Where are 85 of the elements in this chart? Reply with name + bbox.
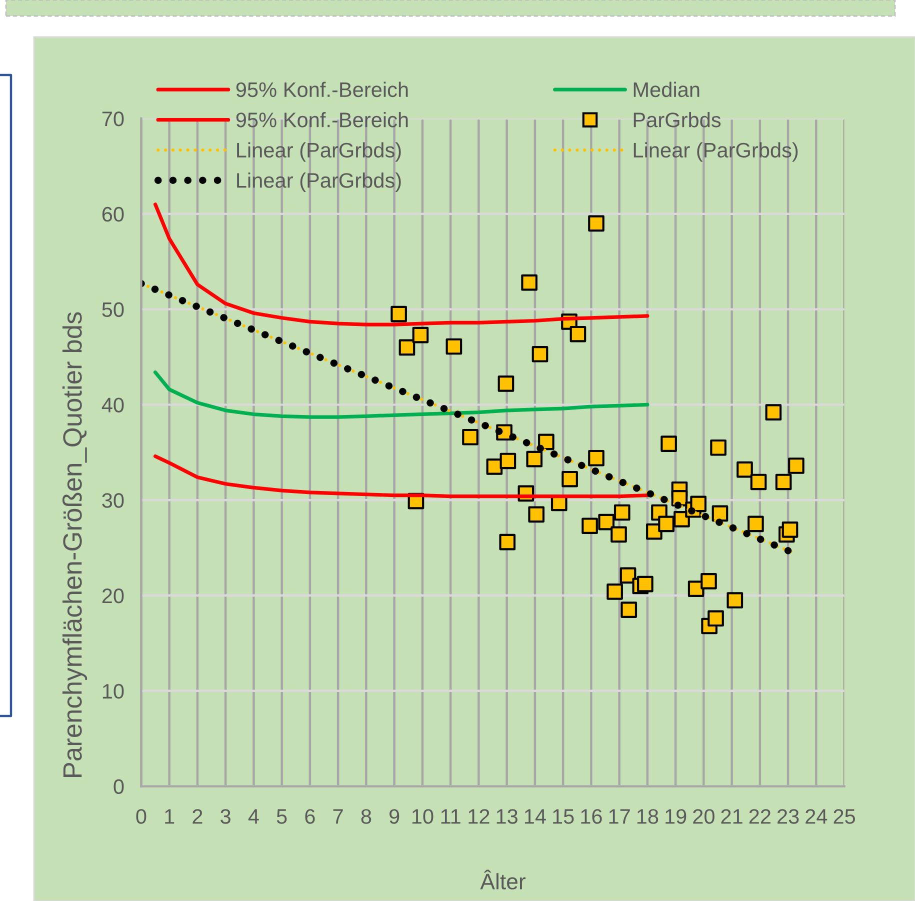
x-tick-label: 3	[220, 809, 230, 824]
y-tick-label: 20	[102, 588, 124, 604]
line-series	[153, 370, 650, 419]
x-tick-label: 18	[637, 809, 658, 824]
point	[446, 338, 462, 355]
x-tick-label: 2	[192, 809, 202, 824]
point	[498, 376, 514, 392]
x-tick-label: 0	[136, 809, 146, 824]
point	[614, 504, 630, 521]
x-tick-label: 7	[333, 809, 343, 824]
x-tick-label: 12	[468, 809, 490, 824]
x-axis-title: Âlter	[480, 870, 526, 890]
y-tick-label: 50	[102, 302, 124, 318]
point	[499, 534, 516, 550]
legend-label: ParGrbds	[634, 112, 721, 128]
x-tick-label: 25	[834, 809, 856, 824]
x-tick-label: 20	[693, 809, 714, 824]
point	[412, 326, 429, 344]
point	[658, 516, 674, 532]
point	[610, 526, 627, 543]
point	[486, 458, 503, 475]
legend-label: Linear (ParGrbds)	[237, 142, 401, 162]
point	[390, 306, 407, 322]
point	[582, 518, 598, 534]
point	[528, 506, 545, 523]
y-tick-label: 40	[102, 398, 124, 412]
x-tick-label: 1	[165, 809, 174, 824]
legend-label: Median	[634, 82, 700, 98]
x-tick-label: 4	[248, 809, 259, 824]
point	[708, 610, 724, 627]
point	[588, 215, 604, 232]
point	[700, 573, 717, 590]
x-tick-label: 6	[305, 809, 315, 824]
point	[748, 516, 764, 532]
x-tick-label: 14	[524, 809, 546, 824]
point	[710, 439, 726, 456]
x-tick-label: 21	[721, 809, 742, 824]
y-tick-label: 10	[102, 684, 124, 699]
point	[588, 450, 604, 466]
y-tick-label: 0	[114, 779, 124, 794]
legend-label: 95% Konf.-Bereich	[236, 82, 408, 98]
legend-label: Linear (ParGrbds)	[634, 142, 798, 162]
x-tick-label: 15	[553, 809, 574, 824]
point	[620, 602, 638, 618]
x-tick-label: 17	[609, 809, 630, 824]
legend-label: 95% Konf.-Bereich	[236, 112, 408, 128]
x-tick-label: 9	[390, 809, 400, 824]
point	[750, 474, 767, 490]
point	[690, 496, 706, 512]
x-tick-label: 10	[412, 809, 434, 824]
point	[598, 514, 615, 530]
point	[500, 452, 516, 470]
x-tick-label: 22	[749, 809, 770, 824]
x-tick-label: 13	[496, 809, 518, 824]
x-tick-label: 19	[666, 809, 686, 824]
point	[782, 522, 798, 538]
point	[462, 428, 478, 446]
x-tick-label: 24	[806, 809, 828, 824]
y-tick-label: 30	[102, 493, 124, 508]
point	[765, 404, 782, 420]
x-tick-label: 16	[581, 809, 602, 824]
point	[637, 576, 654, 592]
x-tick-label: 11	[441, 809, 460, 824]
point	[620, 567, 636, 584]
y-tick-label: 60	[102, 206, 124, 222]
point	[538, 434, 554, 450]
x-tick-label: 5	[276, 809, 287, 824]
point	[521, 274, 538, 291]
y-tick-label: 70	[102, 112, 124, 126]
point	[736, 461, 753, 478]
y-axis-title: Parenchymflächen-Größen_Quotier bds	[62, 312, 88, 777]
x-tick-label: 23	[778, 809, 799, 824]
point	[398, 339, 416, 356]
point	[660, 436, 677, 452]
point	[562, 470, 578, 488]
point	[726, 592, 744, 608]
point	[526, 450, 543, 468]
point	[712, 505, 728, 522]
point	[775, 474, 792, 490]
point	[570, 326, 586, 342]
point	[532, 346, 548, 362]
x-tick-label: 8	[361, 809, 372, 824]
legend-label: Linear (ParGrbds)	[237, 172, 401, 192]
point	[606, 584, 623, 600]
point	[788, 458, 804, 474]
